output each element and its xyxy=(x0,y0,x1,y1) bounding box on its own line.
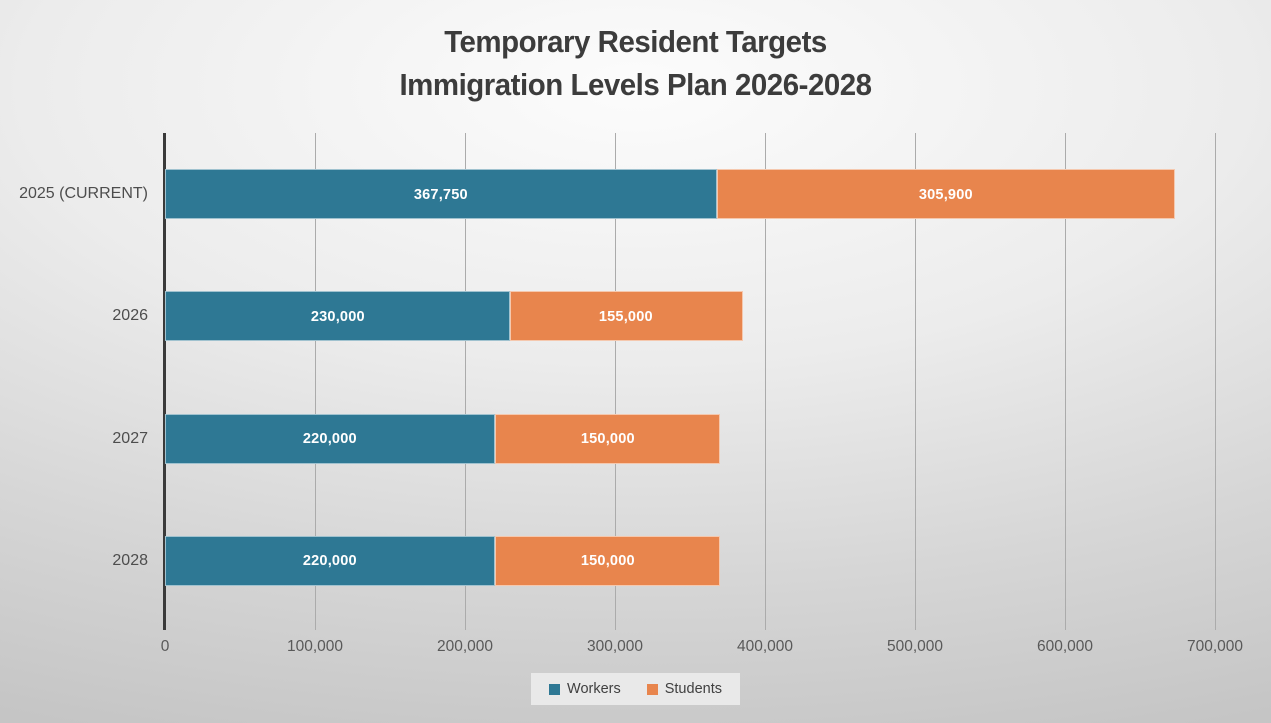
bar-value-label: 155,000 xyxy=(599,307,654,325)
bar-value-label: 230,000 xyxy=(310,307,365,325)
gridline xyxy=(1215,133,1216,630)
bar-value-label: 220,000 xyxy=(303,552,357,570)
bar-segment-workers: 220,000 xyxy=(165,535,495,586)
x-tick-label: 100,000 xyxy=(286,638,344,655)
category-label: 2026 xyxy=(112,307,148,325)
chart-title-line1: Temporary Resident Targets xyxy=(444,24,827,59)
legend: Workers Students xyxy=(531,673,740,705)
legend-item-workers: Workers xyxy=(549,681,621,697)
x-tick-label: 400,000 xyxy=(736,638,794,655)
x-tick-label: 0 xyxy=(160,638,170,655)
x-tick-label: 700,000 xyxy=(1186,638,1244,655)
y-axis-line xyxy=(163,133,166,630)
students-swatch-icon xyxy=(646,683,658,695)
bar-value-label: 367,750 xyxy=(413,185,468,203)
bar-segment-workers: 230,000 xyxy=(165,291,510,342)
bar-segment-workers: 367,750 xyxy=(165,169,717,220)
category-label: 2027 xyxy=(112,429,148,447)
x-tick-label: 300,000 xyxy=(586,638,644,655)
legend-label-workers: Workers xyxy=(567,681,621,697)
bar-segment-students: 155,000 xyxy=(510,291,743,342)
x-tick-label: 200,000 xyxy=(436,638,494,655)
category-label: 2025 (CURRENT) xyxy=(19,185,148,203)
gridline xyxy=(315,133,316,630)
bar-segment-students: 305,900 xyxy=(716,169,1176,220)
gridline xyxy=(765,133,766,630)
legend-item-students: Students xyxy=(646,681,722,697)
category-label: 2028 xyxy=(112,551,148,569)
chart-title: Temporary Resident Targets Immigration L… xyxy=(32,20,1239,106)
bar-segment-students: 150,000 xyxy=(495,535,720,586)
gridline xyxy=(915,133,916,630)
bar-segment-workers: 220,000 xyxy=(165,413,495,464)
bar-segment-students: 150,000 xyxy=(495,413,720,464)
bar-value-label: 305,900 xyxy=(919,185,974,203)
bar-value-label: 220,000 xyxy=(303,430,357,448)
gridline xyxy=(1065,133,1066,630)
x-tick-label: 600,000 xyxy=(1036,638,1094,655)
legend-label-students: Students xyxy=(664,681,722,697)
bar-value-label: 150,000 xyxy=(580,430,635,448)
bar-value-label: 150,000 xyxy=(580,552,635,570)
legend-container: Workers Students xyxy=(0,673,1271,705)
workers-swatch-icon xyxy=(549,683,561,695)
gridline xyxy=(615,133,616,630)
gridline xyxy=(465,133,466,630)
chart-title-line2: Immigration Levels Plan 2026-2028 xyxy=(399,67,872,102)
x-tick-label: 500,000 xyxy=(886,638,944,655)
